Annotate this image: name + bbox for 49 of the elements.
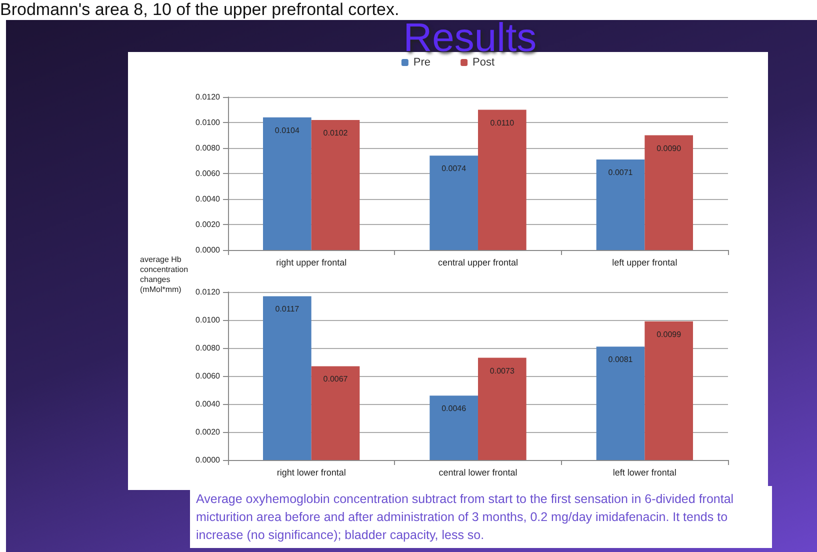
legend-label: Post xyxy=(472,56,495,68)
y-tick-label: 0.0100 xyxy=(196,316,221,324)
bar xyxy=(596,159,645,250)
y-tick-label: 0.0080 xyxy=(196,344,221,352)
bar xyxy=(644,135,693,250)
y-tick-label: 0.0100 xyxy=(196,118,221,127)
bar xyxy=(430,396,478,460)
x-tick-label: central upper frontal xyxy=(438,258,518,268)
x-tick-label: right lower frontal xyxy=(276,468,346,478)
data-label: 0.0099 xyxy=(656,330,682,339)
y-tick-label: 0.0060 xyxy=(196,372,221,380)
bar xyxy=(644,321,693,460)
y-tick-label: 0.0060 xyxy=(196,169,221,178)
bar xyxy=(478,358,526,460)
data-label: 0.0117 xyxy=(275,304,300,314)
data-label: 0.0102 xyxy=(323,128,348,138)
x-tick-label: left lower frontal xyxy=(612,468,676,478)
y-tick-label: 0.0080 xyxy=(196,144,221,152)
x-tick-label: right upper frontal xyxy=(276,258,347,268)
y-tick-label: 0.0020 xyxy=(196,428,221,436)
x-tick-label: left upper frontal xyxy=(612,258,678,268)
y-tick-label: 0.0020 xyxy=(196,220,221,229)
y-tick-label: 0.0040 xyxy=(196,194,221,204)
data-label: 0.0074 xyxy=(442,164,467,174)
data-label: 0.0081 xyxy=(608,355,634,364)
x-tick-label: central lower frontal xyxy=(438,468,518,478)
y-tick-label: 0.0040 xyxy=(196,400,221,408)
bar xyxy=(311,120,360,250)
bar xyxy=(311,366,360,460)
text: Brodmann's area 8, 10 of the upper prefrontal cortex. xyxy=(0,0,400,20)
bar xyxy=(478,110,526,250)
y-tick-label: 0.0000 xyxy=(196,456,221,464)
data-label: 0.0067 xyxy=(323,374,348,384)
bar xyxy=(263,117,312,250)
data-label: 0.0046 xyxy=(442,404,467,414)
bar xyxy=(430,156,478,250)
data-label: 0.0071 xyxy=(608,168,634,177)
legend-label: Pre xyxy=(413,56,431,68)
data-label: 0.0104 xyxy=(274,126,300,135)
y-tick-label: 0.0120 xyxy=(196,92,221,102)
bar xyxy=(263,296,312,460)
data-label: 0.0073 xyxy=(490,366,515,376)
data-label: 0.0110 xyxy=(490,118,515,128)
y-tick-label: 0.0000 xyxy=(196,246,221,254)
y-tick-label: 0.0120 xyxy=(196,288,221,296)
text: Average oxyhemoglobin concentration subtract from start to the first sensation in 6-divided frontal micturition area before and after administration of 3 months, 0.2 mg/day imidafenacin. It tends to increase (no significance); bladder capacity, less so. xyxy=(190,486,772,548)
data-label: 0.0090 xyxy=(656,144,682,153)
bar xyxy=(596,346,645,460)
y-axis-title: average Hb concentration changes (mMol*mm) xyxy=(140,255,188,294)
